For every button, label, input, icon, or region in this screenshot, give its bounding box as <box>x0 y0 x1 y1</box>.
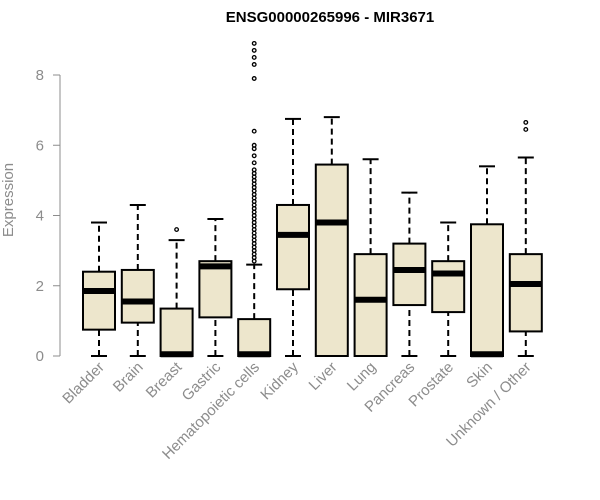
box-iqr <box>353 253 388 357</box>
box-lung <box>353 158 388 357</box>
outlier-point <box>523 119 529 125</box>
box-liver <box>314 116 349 357</box>
x-tick-label: Skin <box>463 359 496 392</box>
box-bladder <box>82 221 116 357</box>
box-iqr <box>82 270 116 331</box>
outlier-point <box>251 62 257 67</box>
outlier-point <box>251 128 257 134</box>
box-iqr <box>392 242 427 307</box>
box-gastric <box>198 218 233 357</box>
outlier-point <box>251 160 257 166</box>
y-tick-label: 0 <box>36 348 44 365</box>
box-iqr <box>470 223 504 357</box>
box-iqr <box>120 268 155 324</box>
outlier-point <box>251 76 257 81</box>
x-tick-label: Lung <box>344 359 380 395</box>
box-iqr <box>159 307 194 357</box>
box-iqr <box>237 318 272 357</box>
box-iqr <box>198 260 233 319</box>
outlier-point <box>251 153 257 159</box>
box-iqr <box>431 260 466 314</box>
outlier-point <box>523 126 529 132</box>
outlier-point <box>251 167 257 173</box>
outlier-point <box>174 227 180 232</box>
box-pancreas <box>392 191 427 357</box>
box-skin <box>470 165 504 358</box>
outlier-point <box>251 40 257 46</box>
chart-title: ENSG00000265996 - MIR3671 <box>226 9 434 26</box>
y-axis-ticks: 0 2 4 6 8 <box>36 67 60 365</box>
outlier-point <box>251 142 257 148</box>
y-tick-label: 2 <box>36 278 44 295</box>
box-breast <box>159 227 194 358</box>
box-iqr <box>314 163 349 357</box>
x-tick-label: Brain <box>110 359 147 396</box>
x-tick-label: Bladder <box>59 359 108 408</box>
y-tick-label: 6 <box>36 137 44 154</box>
y-axis-label: Expression <box>0 163 17 237</box>
x-tick-label: Kidney <box>257 358 302 403</box>
y-tick-label: 4 <box>36 208 44 225</box>
outlier-point <box>251 54 257 60</box>
box-prostate <box>431 221 466 357</box>
y-tick-label: 8 <box>36 67 44 84</box>
box-iqr <box>276 203 310 291</box>
outlier-point <box>251 47 257 53</box>
x-tick-label: Liver <box>306 359 341 394</box>
box-series <box>82 40 543 358</box>
box-iqr <box>508 253 543 333</box>
box-unknown-other <box>508 119 543 357</box>
box-hematopoietic-cells <box>237 40 272 358</box>
x-tick-label: Breast <box>143 358 186 401</box>
box-brain <box>120 203 155 357</box>
box-kidney <box>276 117 310 357</box>
